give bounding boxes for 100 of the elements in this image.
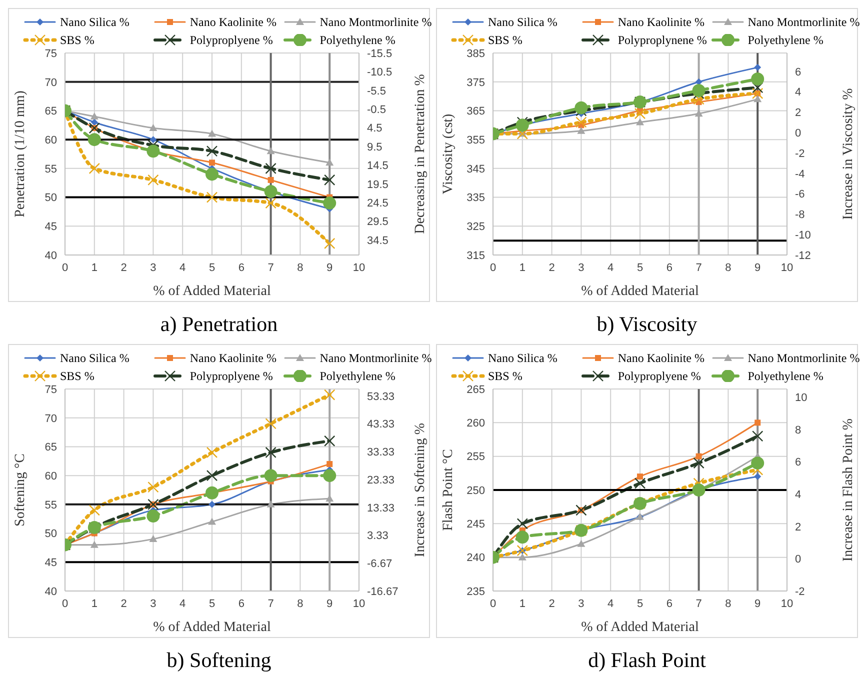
x-tick-label: 0 bbox=[490, 262, 496, 274]
y-tick-label: 50 bbox=[44, 192, 57, 204]
y-tick-label: 345 bbox=[466, 163, 485, 176]
x-tick-label: 9 bbox=[754, 262, 761, 274]
x-tick-label: 2 bbox=[120, 598, 127, 610]
y2-tick-label: 19.5 bbox=[367, 178, 388, 191]
x-tick-label: 4 bbox=[180, 262, 186, 274]
y-tick-label: 385 bbox=[466, 48, 485, 60]
x-tick-label: 10 bbox=[780, 262, 794, 274]
y-tick-label: 40 bbox=[44, 250, 57, 262]
y-tick-label: 55 bbox=[44, 163, 57, 176]
x-tick-label: 8 bbox=[297, 598, 304, 610]
y2-tick-label: 53.33 bbox=[367, 390, 395, 403]
legend-label: Nano Kaolinite % bbox=[190, 14, 277, 30]
y-axis-title: Penetration (1/10 mm) bbox=[12, 90, 28, 218]
x-tick-label: 4 bbox=[608, 262, 614, 274]
y-axis-title: Viscosity (cst) bbox=[440, 113, 456, 194]
legend-label: Polyethylene % bbox=[320, 368, 396, 384]
y2-tick-label: 3.33 bbox=[367, 530, 388, 542]
y-tick-label: 65 bbox=[44, 106, 57, 118]
x-tick-label: 1 bbox=[91, 598, 98, 610]
legend-label: SBS % bbox=[488, 368, 522, 384]
y2-tick-label: 4 bbox=[795, 488, 802, 501]
y2-tick-label: 43.33 bbox=[367, 418, 395, 431]
x-tick-label: 9 bbox=[754, 598, 761, 610]
y-tick-label: 70 bbox=[44, 412, 57, 425]
x-tick-label: 6 bbox=[238, 262, 244, 274]
y-tick-label: 365 bbox=[466, 106, 485, 118]
x-tick-label: 1 bbox=[519, 262, 526, 274]
y2-tick-label: -0.5 bbox=[367, 104, 386, 116]
legend-label: Nano Montmorlinite % bbox=[320, 14, 432, 30]
y-axis-title: Softening °C bbox=[12, 454, 28, 526]
y2-tick-label: 13.33 bbox=[367, 502, 395, 514]
x-tick-label: 7 bbox=[268, 598, 274, 610]
legend-label: SBS % bbox=[60, 32, 94, 48]
y2-tick-label: -5.5 bbox=[367, 85, 386, 98]
x-tick-label: 8 bbox=[297, 262, 304, 274]
y2-axis-title: Decreasing in Penetration % bbox=[412, 74, 428, 234]
y2-tick-label: 4 bbox=[795, 86, 802, 99]
legend-label: Nano Kaolinite % bbox=[618, 350, 705, 366]
y2-tick-label: 10 bbox=[795, 392, 808, 404]
y2-tick-label: 6 bbox=[795, 66, 802, 78]
y-tick-label: 335 bbox=[466, 192, 485, 204]
x-tick-label: 5 bbox=[208, 598, 216, 610]
text: d) Flash Point bbox=[587, 648, 707, 673]
x-tick-label: 10 bbox=[780, 598, 794, 610]
x-tick-label: 6 bbox=[666, 262, 672, 274]
y-tick-label: 75 bbox=[44, 384, 57, 396]
x-tick-label: 8 bbox=[725, 598, 732, 610]
x-tick-label: 2 bbox=[548, 262, 555, 274]
legend-label: Polyproplyene % bbox=[190, 368, 273, 384]
x-tick-label: 2 bbox=[120, 262, 127, 274]
y2-tick-label: 4.5 bbox=[367, 122, 382, 135]
x-tick-label: 1 bbox=[91, 262, 98, 274]
y2-tick-label: -12 bbox=[795, 250, 811, 262]
y-tick-label: 70 bbox=[44, 76, 57, 89]
y2-tick-label: -16.67 bbox=[367, 586, 398, 598]
y-tick-label: 265 bbox=[466, 384, 485, 396]
x-tick-label: 0 bbox=[62, 598, 68, 610]
x-tick-label: 7 bbox=[696, 598, 702, 610]
x-tick-label: 6 bbox=[238, 598, 244, 610]
y2-tick-label: -10 bbox=[795, 230, 811, 242]
legend-label: Nano Kaolinite % bbox=[190, 350, 277, 366]
x-tick-label: 3 bbox=[578, 598, 584, 610]
x-axis-title: % of Added Material bbox=[153, 620, 272, 635]
y-tick-label: 50 bbox=[44, 528, 57, 540]
y2-tick-label: 23.33 bbox=[367, 474, 395, 486]
x-tick-label: 10 bbox=[352, 262, 366, 274]
y2-tick-label: -6.67 bbox=[367, 558, 392, 570]
y2-tick-label: 34.5 bbox=[367, 234, 388, 247]
y2-tick-label: 24.5 bbox=[367, 198, 388, 210]
legend-label: Polyproplyene % bbox=[190, 32, 273, 48]
y-tick-label: 315 bbox=[466, 250, 485, 262]
x-tick-label: 0 bbox=[62, 262, 68, 274]
y2-axis-title: Increase in Softening % bbox=[412, 422, 428, 558]
x-axis-title: % of Added Material bbox=[153, 284, 272, 299]
y2-tick-label: 0 bbox=[795, 127, 802, 140]
x-tick-label: 5 bbox=[636, 598, 644, 610]
x-tick-label: 3 bbox=[150, 262, 156, 274]
y-tick-label: 45 bbox=[44, 221, 57, 234]
text: a) Penetration bbox=[159, 312, 279, 337]
y2-tick-label: 2 bbox=[795, 521, 802, 534]
y2-tick-label: -10.5 bbox=[367, 66, 392, 79]
x-tick-label: 8 bbox=[725, 262, 732, 274]
x-tick-label: 3 bbox=[150, 598, 156, 610]
x-axis-title: % of Added Material bbox=[581, 284, 700, 299]
x-tick-label: 0 bbox=[490, 598, 496, 610]
y-tick-label: 255 bbox=[466, 451, 485, 464]
legend-label: Nano Silica % bbox=[60, 350, 130, 366]
y-tick-label: 45 bbox=[44, 557, 57, 570]
x-tick-label: 10 bbox=[352, 598, 366, 610]
y-tick-label: 375 bbox=[466, 76, 485, 89]
text: b) Viscosity bbox=[596, 312, 698, 337]
legend-label: Nano Silica % bbox=[488, 350, 558, 366]
y2-tick-label: -6 bbox=[795, 188, 805, 201]
y-tick-label: 235 bbox=[466, 586, 485, 598]
y-tick-label: 60 bbox=[44, 470, 57, 482]
y2-tick-label: 6 bbox=[795, 456, 802, 469]
y2-tick-label: 0 bbox=[795, 554, 802, 566]
y2-tick-label: 33.33 bbox=[367, 446, 395, 459]
